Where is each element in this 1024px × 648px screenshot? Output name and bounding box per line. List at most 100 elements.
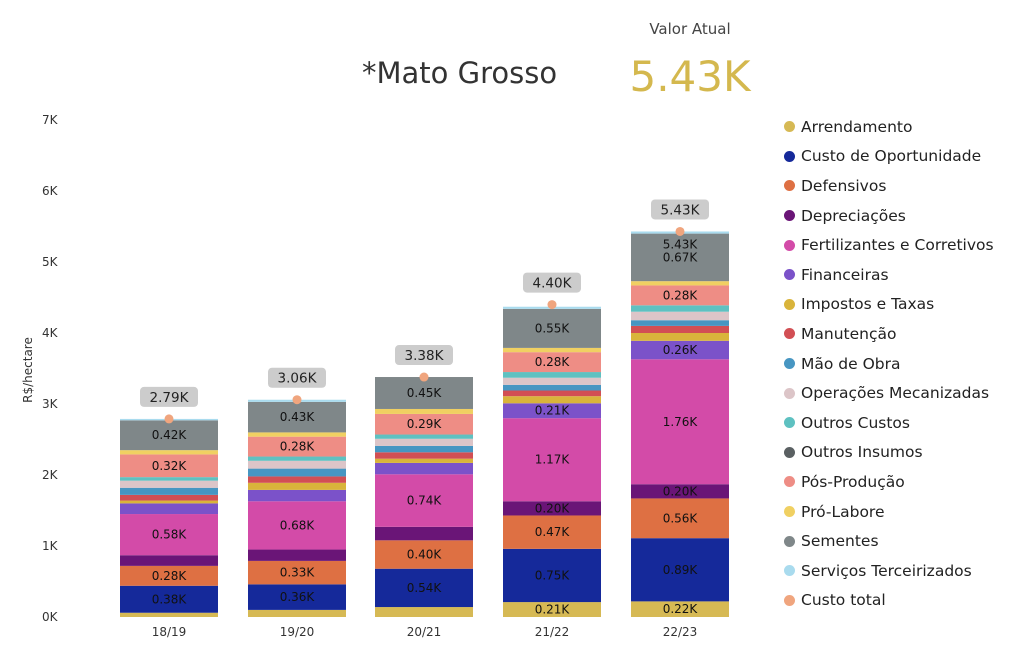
bar-segment[interactable] [503, 308, 601, 348]
bar-segment[interactable] [120, 585, 218, 613]
bar-segment[interactable] [631, 325, 729, 333]
data-label: 0.36K [280, 590, 316, 604]
total-marker[interactable] [419, 372, 429, 382]
bar-segment[interactable] [120, 555, 218, 566]
bar-segment[interactable] [375, 413, 473, 435]
bar-segment[interactable] [375, 458, 473, 463]
bar-segment[interactable] [631, 340, 729, 360]
bar-segment[interactable] [503, 396, 601, 404]
bar-segment[interactable] [631, 538, 729, 602]
legend-item[interactable]: Financeiras [784, 260, 994, 290]
bar-segment[interactable] [375, 408, 473, 414]
legend-dot-icon [784, 239, 795, 251]
bar-segment[interactable] [503, 548, 601, 603]
bar-segment[interactable] [375, 445, 473, 453]
bar-segment[interactable] [375, 607, 473, 617]
legend-item[interactable]: Custo total [784, 586, 994, 616]
bar-segment[interactable] [120, 454, 218, 478]
legend-item[interactable]: Outros Custos [784, 408, 994, 438]
bar-segment[interactable] [120, 480, 218, 488]
bar-segment[interactable] [120, 612, 218, 617]
data-label: 0.68K [280, 518, 316, 532]
total-marker[interactable] [547, 300, 557, 310]
bar-segment[interactable] [375, 377, 473, 409]
bar-segment[interactable] [375, 462, 473, 475]
legend-item[interactable]: Serviços Terceirizados [784, 556, 994, 586]
bar-segment[interactable] [248, 549, 346, 561]
kpi-label: Valor Atual [649, 20, 731, 38]
data-label: 0.56K [663, 511, 699, 525]
bar-segment[interactable] [375, 568, 473, 608]
bar-segment[interactable] [631, 601, 729, 617]
bar-segment[interactable] [248, 482, 346, 490]
bar-segment[interactable] [120, 503, 218, 515]
bar-segment[interactable] [248, 460, 346, 469]
bar-segment[interactable] [631, 359, 729, 485]
bar-segment[interactable] [248, 468, 346, 477]
legend-item[interactable]: Manutenção [784, 319, 994, 349]
legend-item[interactable]: Impostos e Taxas [784, 290, 994, 320]
bar-segment[interactable] [248, 609, 346, 617]
bar-segment[interactable] [503, 347, 601, 353]
bar-segment[interactable] [248, 456, 346, 461]
bar-segment[interactable] [503, 501, 601, 516]
total-marker[interactable] [164, 414, 174, 424]
bar-segment[interactable] [503, 390, 601, 397]
total-marker[interactable] [292, 395, 302, 405]
legend-item[interactable]: Depreciações [784, 201, 994, 231]
bar-segment[interactable] [503, 372, 601, 378]
bar-segment[interactable] [631, 333, 729, 341]
bar-segment[interactable] [631, 320, 729, 326]
bar-segment[interactable] [375, 452, 473, 459]
legend-item[interactable]: Sementes [784, 526, 994, 556]
y-tick-label: 3K [42, 397, 59, 411]
bar-segment[interactable] [120, 565, 218, 586]
bar-segment[interactable] [120, 514, 218, 556]
bar-segment[interactable] [120, 450, 218, 455]
bar-segment[interactable] [375, 526, 473, 541]
bar-segment[interactable] [120, 500, 218, 504]
bar-segment[interactable] [503, 515, 601, 549]
bar-segment[interactable] [631, 305, 729, 312]
total-marker[interactable] [675, 226, 685, 236]
bar-segment[interactable] [120, 477, 218, 481]
bar-segment[interactable] [503, 403, 601, 419]
bar-segment[interactable] [503, 352, 601, 373]
bar-segment[interactable] [503, 384, 601, 391]
bar-segment[interactable] [631, 233, 729, 282]
legend-item[interactable]: Defensivos [784, 171, 994, 201]
legend-item[interactable]: Pós-Produção [784, 467, 994, 497]
legend-item[interactable]: Fertilizantes e Corretivos [784, 230, 994, 260]
bar-segment[interactable] [631, 484, 729, 499]
legend-item[interactable]: Operações Mecanizadas [784, 378, 994, 408]
bar-segment[interactable] [248, 476, 346, 483]
bar-segment[interactable] [248, 436, 346, 457]
legend-item[interactable]: Custo de Oportunidade [784, 142, 994, 172]
bar-segment[interactable] [631, 285, 729, 306]
legend-item[interactable]: Outros Insumos [784, 438, 994, 468]
bar-segment[interactable] [248, 401, 346, 433]
bar-segment[interactable] [248, 489, 346, 502]
bar-segment[interactable] [631, 281, 729, 286]
bar-segment[interactable] [375, 540, 473, 569]
legend-label: Outros Insumos [801, 443, 923, 462]
bar-segment[interactable] [120, 420, 218, 451]
bar-segment[interactable] [120, 494, 218, 501]
bar-segment[interactable] [248, 432, 346, 437]
legend-item[interactable]: Mão de Obra [784, 349, 994, 379]
bar-segment[interactable] [248, 584, 346, 610]
bar-segment[interactable] [375, 434, 473, 439]
y-axis: 0K 1K 2K 3K 4K 5K 6K 7K [42, 113, 59, 624]
legend-item[interactable]: Pró-Labore [784, 497, 994, 527]
bar-segment[interactable] [248, 560, 346, 585]
bar-segment[interactable] [120, 487, 218, 495]
legend-item[interactable]: Arrendamento [784, 112, 994, 142]
bar-segment[interactable] [503, 418, 601, 502]
bar-segment[interactable] [248, 501, 346, 550]
bar-segment[interactable] [375, 438, 473, 446]
bar-segment[interactable] [503, 602, 601, 617]
bar-segment[interactable] [631, 498, 729, 539]
bar-segment[interactable] [503, 377, 601, 385]
bar-segment[interactable] [631, 311, 729, 321]
bar-segment[interactable] [375, 474, 473, 527]
